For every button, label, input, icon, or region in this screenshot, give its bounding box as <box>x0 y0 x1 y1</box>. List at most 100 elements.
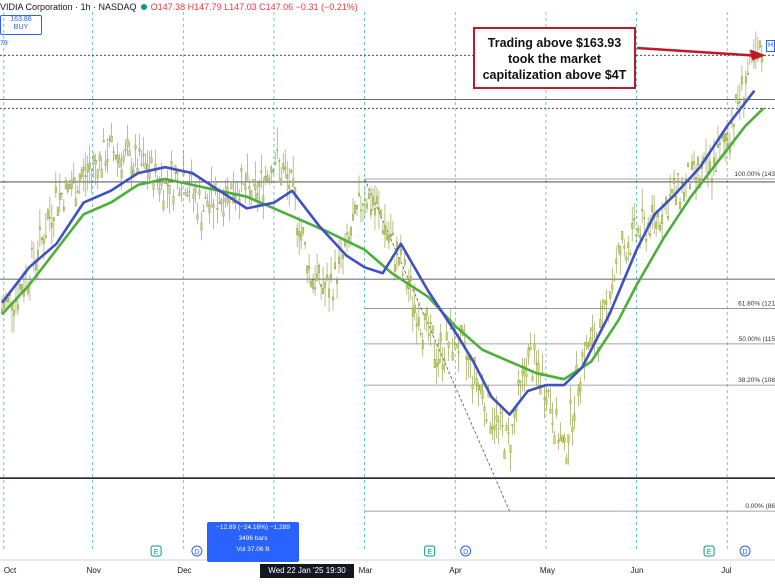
candle-body <box>144 162 147 170</box>
fib-level-label: 38.20% (108 <box>738 377 775 384</box>
candle-body <box>134 144 137 149</box>
candle-body <box>66 184 69 192</box>
candle-body <box>288 184 291 189</box>
candle-body <box>467 356 470 360</box>
candle-body <box>639 235 642 239</box>
fib-trend-line <box>364 178 511 512</box>
candle-body <box>142 153 145 156</box>
candle-body <box>104 161 107 166</box>
x-tick-label: Mar <box>359 566 373 575</box>
candle-body <box>360 209 362 212</box>
event-marker-label: E <box>707 549 712 556</box>
candle-body <box>517 380 520 385</box>
candle-body <box>250 190 253 198</box>
candle-body <box>477 385 480 391</box>
candle-body <box>730 122 733 124</box>
candle-body <box>336 279 338 284</box>
candle-body <box>629 252 632 255</box>
candle-body <box>531 376 534 382</box>
candle-body <box>38 227 41 230</box>
candle-body <box>399 248 402 255</box>
symbol-title[interactable]: VIDIA Corporation · 1h · NASDAQ <box>0 2 137 12</box>
candle-body <box>615 258 618 264</box>
candle-body <box>555 408 558 415</box>
candle-body <box>206 201 209 207</box>
candle-body <box>691 161 693 170</box>
candle-body <box>579 382 582 392</box>
candle-body <box>136 168 139 173</box>
candle-body <box>310 281 313 288</box>
candle-body <box>585 341 588 346</box>
candle-body <box>164 180 167 185</box>
candle-body <box>547 390 550 392</box>
candle-body <box>431 325 434 334</box>
candle-body <box>423 313 426 320</box>
candle-body <box>184 191 187 196</box>
candle-body <box>411 307 414 317</box>
candle-body <box>160 178 163 186</box>
candle-body <box>621 231 624 240</box>
callout-line-2: took the market <box>507 52 602 66</box>
event-marker-label: E <box>154 549 159 556</box>
buy-price-button[interactable]: 163.86 BUY <box>0 15 42 35</box>
candle-body <box>186 194 189 197</box>
candle-body <box>385 233 388 241</box>
candle-body <box>148 171 151 179</box>
candle-body <box>437 359 440 364</box>
candle-body <box>46 209 49 219</box>
callout-arrow <box>636 46 753 57</box>
candle-body <box>679 202 682 209</box>
candle-body <box>491 426 494 429</box>
ohlc-values: O147.38 H147.79 L147.03 C147.06 −0.31 (−… <box>150 2 358 12</box>
candle-body <box>332 296 335 300</box>
candle-body <box>740 76 743 85</box>
candle-body <box>172 196 175 205</box>
candle-body <box>36 250 39 259</box>
candle-body <box>314 287 317 290</box>
candle-body <box>30 247 33 250</box>
candle-body <box>7 297 9 302</box>
candle-body <box>350 227 352 236</box>
candle-body <box>56 207 59 217</box>
candle-body <box>162 200 165 210</box>
candle-body <box>90 169 93 171</box>
candle-body <box>683 192 686 202</box>
candle-body <box>124 148 127 152</box>
candle-body <box>278 160 281 162</box>
candle-body <box>587 344 590 349</box>
measure-change: −12.89 (−24.16%) −1,289 <box>216 524 290 531</box>
candle-body <box>631 223 634 229</box>
candle-body <box>248 186 251 190</box>
candle-body <box>425 307 428 316</box>
candle-body <box>70 180 73 189</box>
candle-body <box>497 420 500 422</box>
candle-body <box>260 170 263 173</box>
candle-body <box>86 164 89 173</box>
candle-body <box>603 299 606 304</box>
candle-body <box>326 274 329 280</box>
candle-body <box>387 236 390 243</box>
candle-body <box>140 163 143 166</box>
candle-body <box>128 150 131 157</box>
candle-body <box>96 169 99 179</box>
buy-label: BUY <box>13 24 29 31</box>
fib-level-label: 61.80% (121 <box>738 301 775 308</box>
candle-body <box>758 40 761 48</box>
candle-body <box>481 390 484 399</box>
candle-body <box>573 413 576 421</box>
callout-line-1: Trading above $163.93 <box>487 36 622 50</box>
candle-body <box>379 209 382 217</box>
candle-body <box>106 159 109 162</box>
candle-body <box>433 359 436 368</box>
candle-body <box>419 333 422 335</box>
dividend-marker-icon <box>191 545 203 557</box>
candle-body <box>316 274 319 281</box>
measure-bars: 3496 bars <box>238 535 268 542</box>
candle-body <box>471 384 474 389</box>
candle-body <box>64 180 67 190</box>
candle-body <box>80 169 83 177</box>
candle-body <box>559 437 562 441</box>
candle-body <box>300 232 303 241</box>
candle-body <box>627 242 630 249</box>
